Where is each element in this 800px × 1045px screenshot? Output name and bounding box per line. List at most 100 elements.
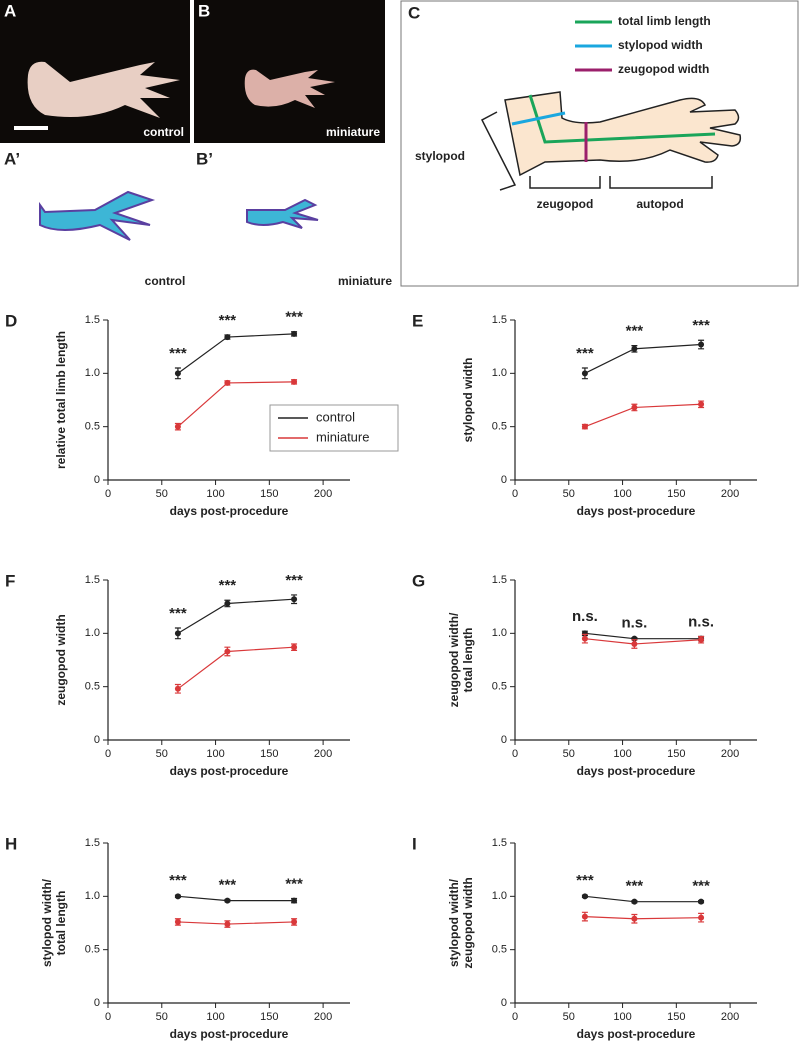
bracket (480, 111, 517, 191)
x-axis-title: days post-procedure (577, 1027, 696, 1041)
x-tick-label: 50 (156, 1011, 168, 1023)
significance-label: *** (219, 577, 237, 594)
panel-label: E (412, 311, 423, 330)
x-tick-label: 200 (721, 1011, 739, 1023)
x-tick-label: 200 (314, 1011, 332, 1023)
data-point (631, 404, 638, 411)
y-tick-label: 1.0 (85, 367, 100, 379)
x-axis-title: days post-procedure (577, 764, 696, 778)
legend-box (269, 404, 399, 452)
region-label: autopod (636, 197, 683, 211)
data-point (631, 898, 638, 905)
limb-outline (504, 91, 742, 177)
y-tick-label: 0.5 (85, 944, 100, 956)
significance-label: *** (169, 345, 187, 362)
y-tick-label: 1.5 (85, 574, 100, 586)
series-line (584, 895, 702, 903)
panel-label: I (412, 834, 417, 853)
photo-label: miniature (326, 125, 380, 139)
legend-label: total limb length (618, 14, 711, 28)
series-line (584, 343, 702, 374)
limb-photo (244, 69, 335, 108)
panel-label: A (4, 1, 16, 20)
data-point (698, 636, 705, 643)
data-point (291, 644, 298, 651)
x-tick-label: 50 (563, 1011, 575, 1023)
data-point (291, 330, 298, 337)
y-axis-title: stylopod width/ (447, 878, 461, 967)
data-point (174, 918, 181, 925)
x-tick-label: 100 (206, 488, 224, 500)
x-tick-label: 50 (156, 748, 168, 760)
stain-label: miniature (338, 274, 392, 288)
y-tick-label: 1.0 (85, 890, 100, 902)
data-point (698, 914, 705, 921)
series-line (177, 646, 295, 690)
y-tick-label: 1.5 (85, 837, 100, 849)
x-axis-title: days post-procedure (170, 764, 289, 778)
y-tick-label: 0.5 (492, 421, 507, 433)
data-point (291, 378, 298, 385)
data-point (174, 685, 181, 692)
y-tick-label: 1.0 (492, 367, 507, 379)
photo-b (194, 0, 385, 143)
y-tick-label: 0 (501, 474, 507, 486)
y-axis-title: stylopod width (461, 358, 475, 443)
data-point (224, 600, 231, 607)
series-line (177, 333, 295, 374)
y-tick-label: 1.5 (492, 574, 507, 586)
x-tick-label: 100 (613, 488, 631, 500)
panel-label: H (5, 834, 17, 853)
width-line (511, 111, 566, 126)
y-axis-title: stylopod width/ (40, 878, 54, 967)
x-tick-label: 150 (260, 748, 278, 760)
legend-label: stylopod width (618, 38, 703, 52)
region-label: stylopod (415, 149, 465, 163)
y-tick-label: 1.5 (492, 837, 507, 849)
series-line (584, 403, 702, 428)
x-tick-label: 200 (314, 488, 332, 500)
x-axis-title: days post-procedure (170, 504, 289, 518)
y-tick-label: 0 (94, 997, 100, 1009)
panel-label: D (5, 311, 17, 330)
significance-label: *** (576, 872, 594, 889)
y-tick-label: 0.5 (492, 944, 507, 956)
y-tick-label: 1.5 (492, 314, 507, 326)
y-tick-label: 1.0 (492, 627, 507, 639)
x-tick-label: 150 (667, 748, 685, 760)
y-axis-title: relative total limb length (54, 331, 68, 469)
y-tick-label: 0 (94, 734, 100, 746)
data-point (581, 423, 588, 430)
x-tick-label: 0 (512, 1011, 518, 1023)
significance-label: *** (576, 345, 594, 362)
series-line (584, 916, 702, 920)
significance-label: n.s. (572, 608, 598, 625)
data-point (174, 370, 181, 377)
significance-label: n.s. (688, 614, 714, 631)
x-tick-label: 0 (512, 488, 518, 500)
significance-label: *** (285, 875, 303, 892)
series-line (177, 598, 295, 634)
data-point (224, 379, 231, 386)
x-axis-title: days post-procedure (170, 1027, 289, 1041)
limb-photo (27, 61, 180, 118)
x-tick-label: 150 (667, 488, 685, 500)
stained-limb (246, 198, 319, 229)
data-point (291, 897, 298, 904)
significance-label: *** (169, 872, 187, 889)
stained-limb (39, 190, 156, 241)
y-tick-label: 0.5 (85, 681, 100, 693)
y-tick-label: 0.5 (492, 681, 507, 693)
data-point (224, 648, 231, 655)
panel-label: C (408, 3, 420, 22)
y-axis-title: total length (54, 891, 68, 956)
y-axis-title: zeugopod width (54, 614, 68, 705)
data-point (224, 921, 231, 928)
y-tick-label: 1.0 (85, 627, 100, 639)
x-tick-label: 200 (721, 748, 739, 760)
legend-label: zeugopod width (618, 62, 709, 76)
data-point (698, 341, 705, 348)
data-point (631, 345, 638, 352)
significance-label: *** (626, 323, 644, 340)
data-point (291, 596, 298, 603)
